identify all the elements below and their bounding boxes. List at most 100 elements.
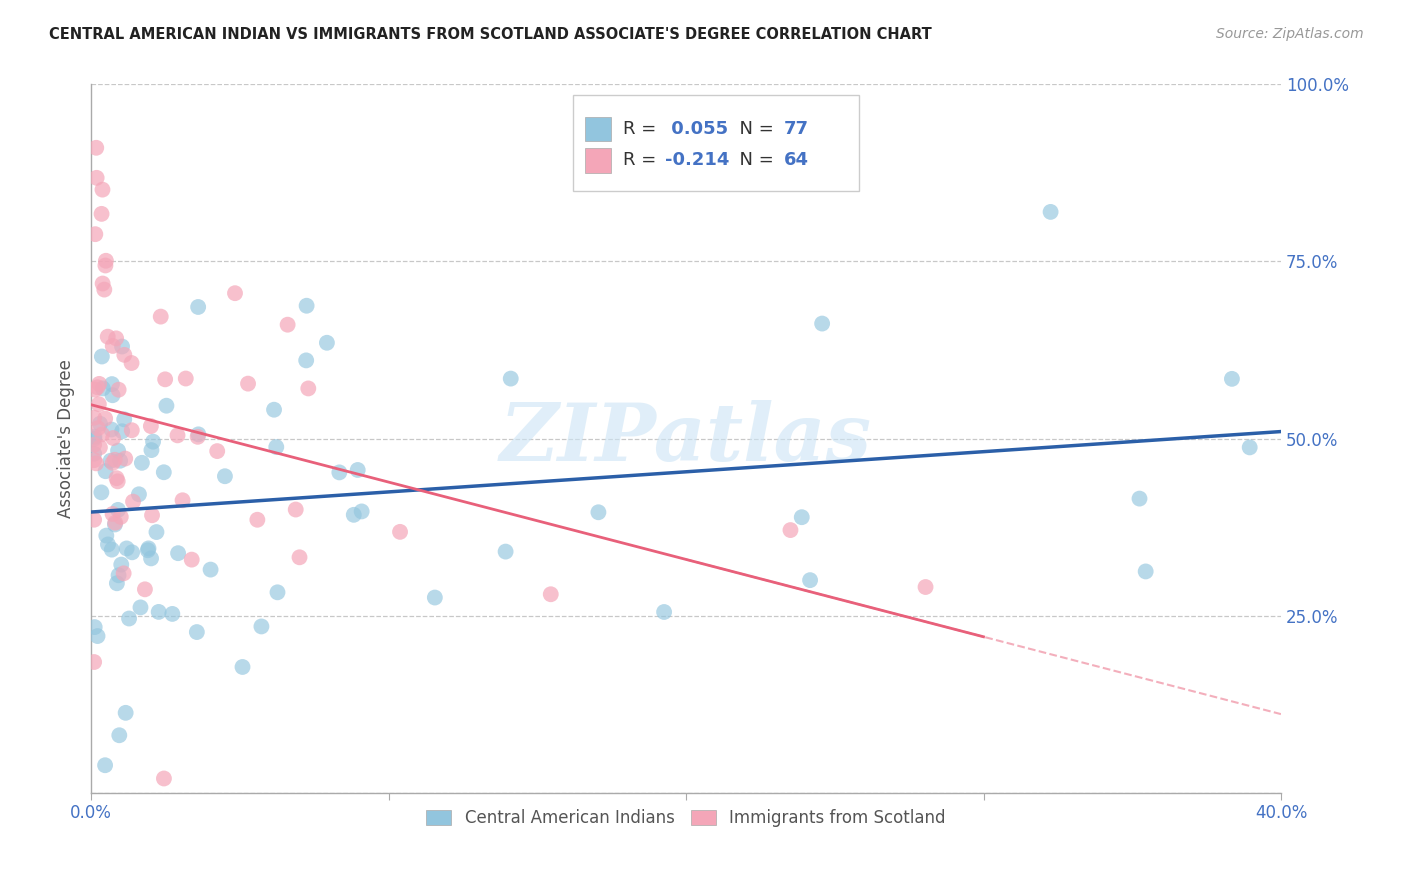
Point [153,772,176,786]
Point [231,660,253,674]
Point [288,550,311,565]
Point [93,283,115,297]
Point [84,456,107,470]
Point [101,542,124,557]
Point [112,348,135,362]
Point [153,465,176,479]
Text: R =: R = [623,120,662,138]
Point [250,619,273,633]
Point [108,454,131,468]
Point [136,543,159,558]
Point [389,524,412,539]
Point [266,585,288,599]
Point [83,447,105,461]
Point [104,516,127,530]
Point [107,503,129,517]
Point [83,438,105,452]
Point [83,410,105,425]
Point [141,508,163,523]
Point [811,317,834,331]
Point [316,335,339,350]
Point [166,428,188,442]
FancyBboxPatch shape [574,95,859,191]
Point [110,558,132,572]
FancyBboxPatch shape [585,117,612,142]
Point [141,443,163,458]
Point [118,611,141,625]
Point [91,381,114,395]
Point [100,454,122,468]
Point [139,419,162,434]
Point [112,412,135,426]
Point [91,277,114,291]
Point [263,402,285,417]
Point [186,625,208,640]
Point [89,417,111,431]
Point [148,605,170,619]
Point [112,566,135,581]
Point [187,427,209,442]
Point [187,300,209,314]
Point [101,388,124,402]
Point [108,728,131,742]
Point [790,510,813,524]
Point [236,376,259,391]
Point [167,546,190,560]
Text: CENTRAL AMERICAN INDIAN VS IMMIGRANTS FROM SCOTLAND ASSOCIATE'S DEGREE CORRELATI: CENTRAL AMERICAN INDIAN VS IMMIGRANTS FR… [49,27,932,42]
Point [84,227,107,242]
Point [83,513,105,527]
Point [128,487,150,501]
Text: Source: ZipAtlas.com: Source: ZipAtlas.com [1216,27,1364,41]
Point [111,424,134,438]
Point [87,397,110,411]
Point [145,524,167,539]
Point [162,607,184,621]
Point [264,440,287,454]
Point [83,655,105,669]
Point [94,758,117,772]
Point [105,331,128,345]
Point [94,464,117,478]
Point [297,381,319,395]
Point [94,259,117,273]
Point [153,372,176,386]
Point [83,430,105,444]
Point [104,517,127,532]
Point [107,383,129,397]
Text: 77: 77 [783,120,808,138]
Point [100,423,122,437]
Point [114,451,136,466]
Point [89,376,111,391]
Point [588,505,610,519]
Point [277,318,299,332]
Point [138,541,160,556]
Point [423,591,446,605]
Point [83,620,105,634]
Point [101,339,124,353]
Point [799,573,821,587]
Y-axis label: Associate's Degree: Associate's Degree [58,359,75,518]
Point [91,427,114,442]
Point [200,563,222,577]
Text: N =: N = [728,120,779,138]
Point [350,504,373,518]
Point [84,141,107,155]
Point [121,423,143,437]
Point [1239,441,1261,455]
Point [139,551,162,566]
Point [104,452,127,467]
Text: 64: 64 [783,152,808,169]
Point [114,706,136,720]
Point [1220,372,1243,386]
Point [84,383,107,397]
Point [105,471,128,485]
Point [107,568,129,582]
Point [91,183,114,197]
Point [224,286,246,301]
Point [205,444,228,458]
Point [107,475,129,489]
Point [284,502,307,516]
Point [121,545,143,559]
Point [1039,205,1062,219]
Point [94,253,117,268]
